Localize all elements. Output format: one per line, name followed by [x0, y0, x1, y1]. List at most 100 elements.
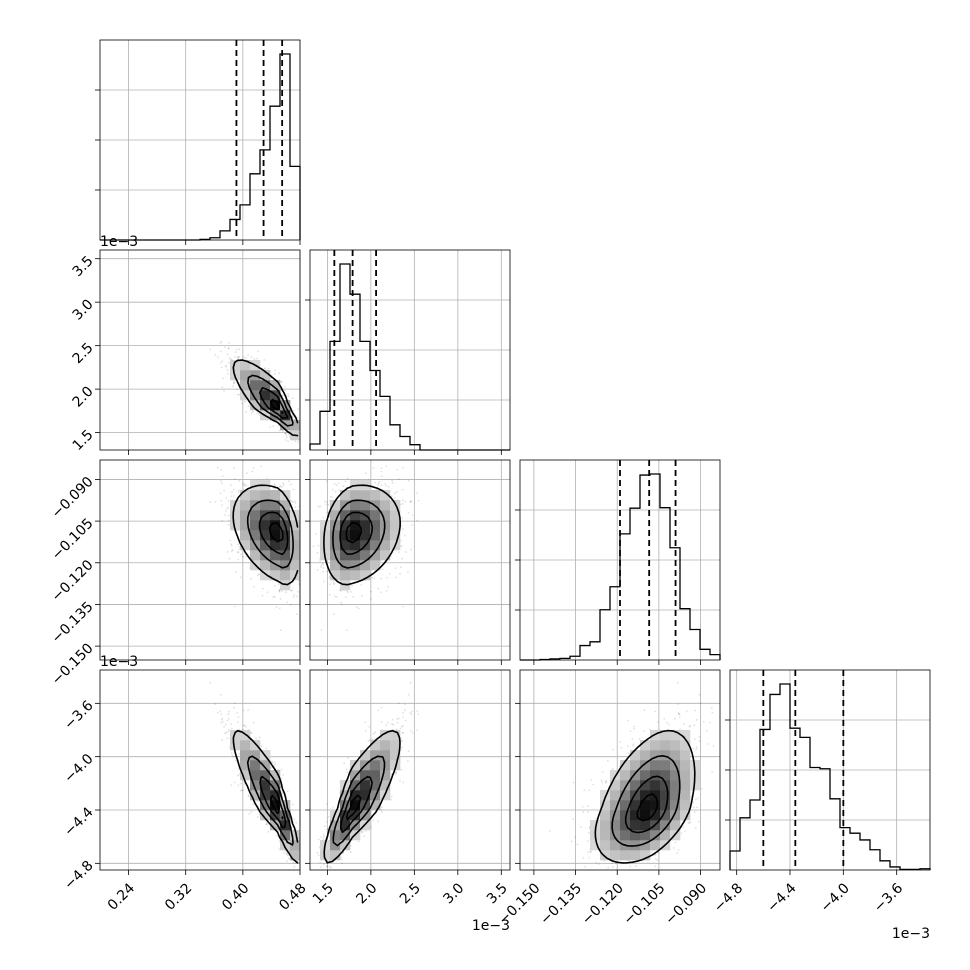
sample-point [235, 351, 237, 353]
sample-point [235, 571, 237, 573]
sample-point [395, 576, 398, 579]
density-cell [390, 510, 401, 521]
sample-point [273, 487, 276, 490]
density-cell [240, 360, 251, 371]
density-cell [380, 540, 391, 551]
sample-point [220, 499, 223, 502]
sample-point [380, 475, 383, 478]
sample-point [251, 410, 254, 413]
density-cell [340, 490, 351, 501]
sample-point [286, 860, 288, 862]
density-cell [380, 510, 391, 521]
density-cell [360, 490, 371, 501]
sample-point [404, 501, 407, 503]
sample-point [401, 488, 404, 491]
sample-point [233, 478, 236, 481]
sample-point [326, 570, 329, 573]
grid-lines [310, 250, 510, 450]
sample-point [238, 773, 241, 776]
sample-point [411, 710, 413, 713]
sample-point [230, 784, 233, 786]
sample-point [257, 574, 259, 577]
density-cell [290, 560, 300, 571]
density-cell [260, 400, 271, 411]
sample-point [355, 606, 358, 608]
sample-point [282, 852, 285, 854]
sample-point [233, 355, 236, 358]
density-cell [280, 510, 291, 521]
sample-point [291, 826, 293, 828]
density-cell [290, 420, 300, 431]
density-cell [360, 570, 371, 581]
contour-level-4 [269, 398, 284, 414]
sample-point [241, 555, 244, 558]
sample-point [230, 550, 233, 553]
sample-point [238, 546, 241, 548]
sample-point [243, 724, 246, 727]
density-cell [270, 500, 281, 511]
sample-point [322, 517, 325, 519]
sample-point [219, 492, 222, 494]
density-cell [350, 570, 361, 581]
sample-point [284, 432, 286, 435]
density-cell [240, 490, 251, 501]
sample-point [291, 416, 294, 418]
sample-point [242, 482, 245, 485]
sample-point [344, 480, 347, 483]
sample-point [227, 362, 230, 364]
sample-point [280, 381, 282, 383]
density-cell [240, 380, 251, 391]
sample-point [238, 491, 240, 493]
sample-point [285, 434, 288, 436]
sample-point [278, 485, 281, 488]
sample-point [370, 598, 372, 600]
sample-point [233, 382, 235, 385]
density-cell [340, 570, 351, 581]
density-cell [260, 370, 271, 381]
sample-point [345, 596, 347, 599]
sample-point [391, 482, 394, 484]
sample-point [350, 590, 352, 593]
sample-point [239, 553, 242, 556]
sample-point [245, 410, 248, 413]
density-cell [240, 740, 251, 751]
density-cell [380, 490, 391, 501]
density-cell [260, 490, 271, 501]
sample-point [360, 584, 362, 586]
sample-point [279, 629, 282, 632]
sample-point [293, 500, 296, 503]
sample-point [324, 500, 326, 503]
density-cell [280, 570, 291, 581]
contour-level-3 [258, 511, 289, 556]
density-cell [370, 550, 381, 561]
sample-point [273, 595, 276, 598]
density-cell [240, 500, 251, 511]
density-cell [370, 510, 381, 521]
sample-point [221, 717, 224, 720]
density-cell [270, 780, 281, 791]
sample-point [312, 545, 315, 548]
sample-point [270, 760, 273, 763]
sample-point [245, 725, 248, 728]
sample-point [409, 501, 412, 504]
sample-point [351, 585, 353, 587]
sample-point [242, 484, 245, 486]
sample-point [245, 357, 248, 360]
contour-level-1 [232, 484, 299, 586]
density-cell [340, 510, 351, 521]
sample-point [294, 506, 297, 508]
density-cell [250, 400, 261, 411]
scatter-panel-4-2 [316, 681, 420, 869]
density-cell [290, 540, 300, 551]
density-cell [250, 480, 261, 491]
sample-point [282, 482, 285, 484]
sample-point [247, 709, 250, 712]
sample-point [220, 350, 222, 353]
sample-point [281, 394, 284, 397]
sample-point [284, 432, 287, 434]
sample-point [274, 764, 276, 766]
sample-point [250, 810, 253, 813]
sample-point [333, 583, 335, 586]
sample-point [377, 484, 379, 486]
density-cell [340, 540, 351, 551]
